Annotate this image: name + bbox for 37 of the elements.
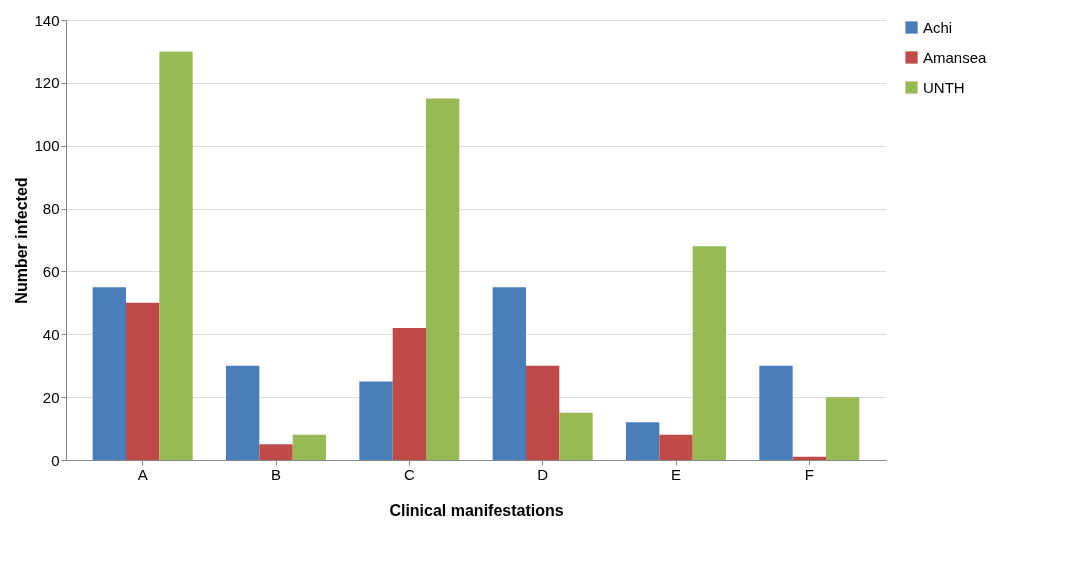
- bar: [259, 444, 293, 460]
- y-tick-label: 140: [34, 11, 60, 29]
- bar: [392, 328, 426, 460]
- bar: [692, 246, 726, 460]
- bar: [159, 51, 193, 460]
- bar: [759, 365, 793, 460]
- y-tick-label: 40: [42, 325, 60, 343]
- bar: [626, 422, 660, 460]
- x-tick-label: F: [804, 465, 814, 483]
- legend-label: Amansea: [923, 48, 988, 66]
- bar: [92, 287, 126, 460]
- bar: [492, 287, 526, 460]
- bar: [826, 397, 860, 460]
- x-tick-label: A: [137, 465, 148, 483]
- bar: [526, 365, 560, 460]
- bar: [792, 456, 826, 460]
- y-tick-label: 0: [51, 451, 60, 469]
- y-tick-label: 100: [34, 137, 60, 155]
- bar: [359, 381, 393, 460]
- y-tick-label: 80: [42, 200, 60, 218]
- legend-label: UNTH: [923, 78, 965, 96]
- y-tick-label: 20: [42, 388, 60, 406]
- x-axis-title: Clinical manifestations: [389, 501, 564, 519]
- x-tick-label: C: [403, 465, 415, 483]
- y-axis-title: Number infected: [13, 177, 31, 304]
- bar: [559, 412, 593, 460]
- bar: [292, 434, 326, 460]
- y-tick-label: 120: [34, 74, 60, 92]
- bar: [126, 302, 160, 460]
- bar: [659, 434, 693, 460]
- x-tick-label: E: [670, 465, 682, 483]
- bar: [226, 365, 260, 460]
- bar: [426, 98, 460, 460]
- x-tick-label: D: [537, 465, 549, 483]
- x-tick-label: B: [270, 465, 282, 483]
- legend-label: Achi: [923, 18, 953, 36]
- y-tick-label: 60: [42, 262, 60, 280]
